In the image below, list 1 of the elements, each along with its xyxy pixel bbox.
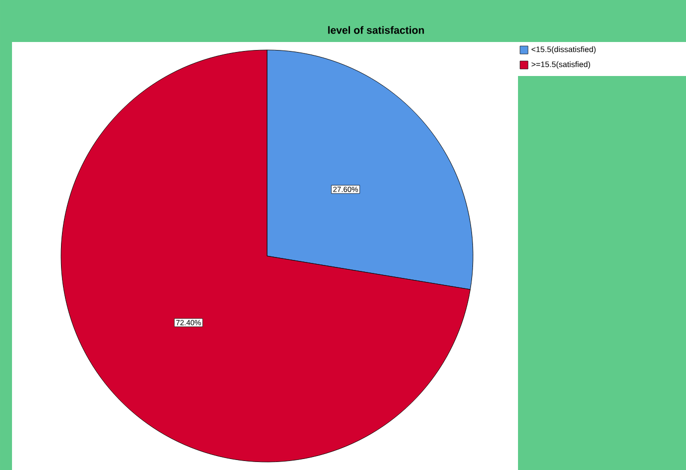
chart-title: level of satisfaction <box>328 26 424 34</box>
